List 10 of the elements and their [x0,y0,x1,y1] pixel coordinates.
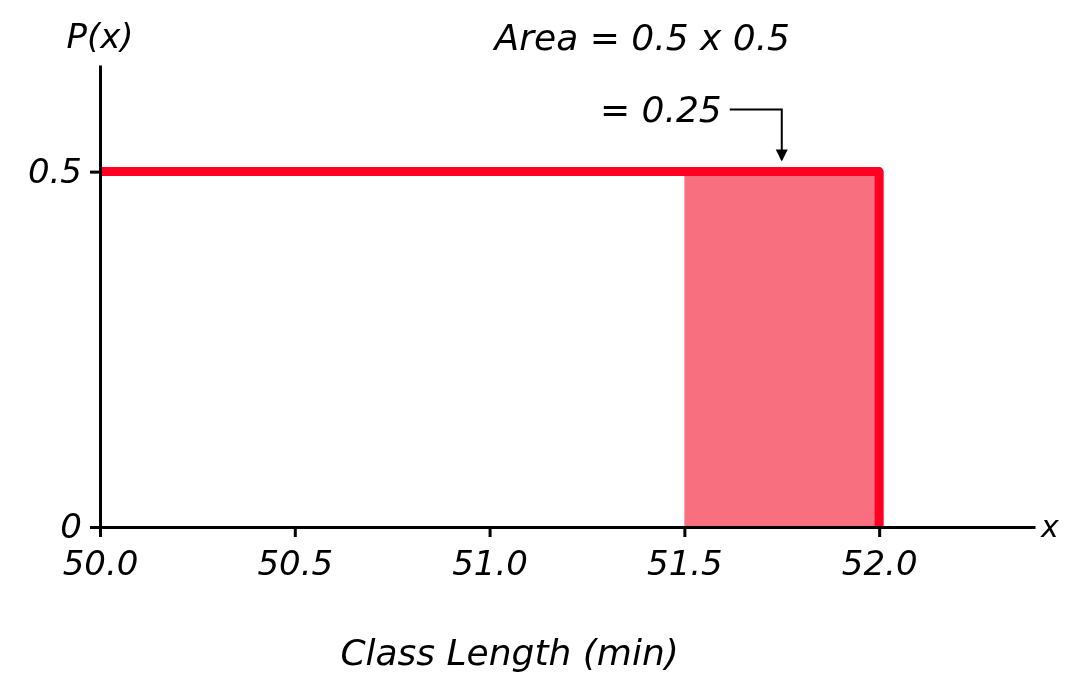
x-axis-title: Class Length (min) [340,632,679,673]
annotation: = 0.25 [600,88,722,130]
text: Area = 0.5 x 0.5 [492,17,790,58]
x-tick-label: 51.5 [647,543,723,584]
x-tick-label: 50.5 [257,543,334,584]
y-tick-label: 0.5 [27,151,82,191]
y-axis-title: P(x) [66,16,134,56]
x-tick-label: 51.0 [452,543,528,584]
x-tick-label: 52.0 [841,543,918,584]
text: x [1040,509,1059,544]
